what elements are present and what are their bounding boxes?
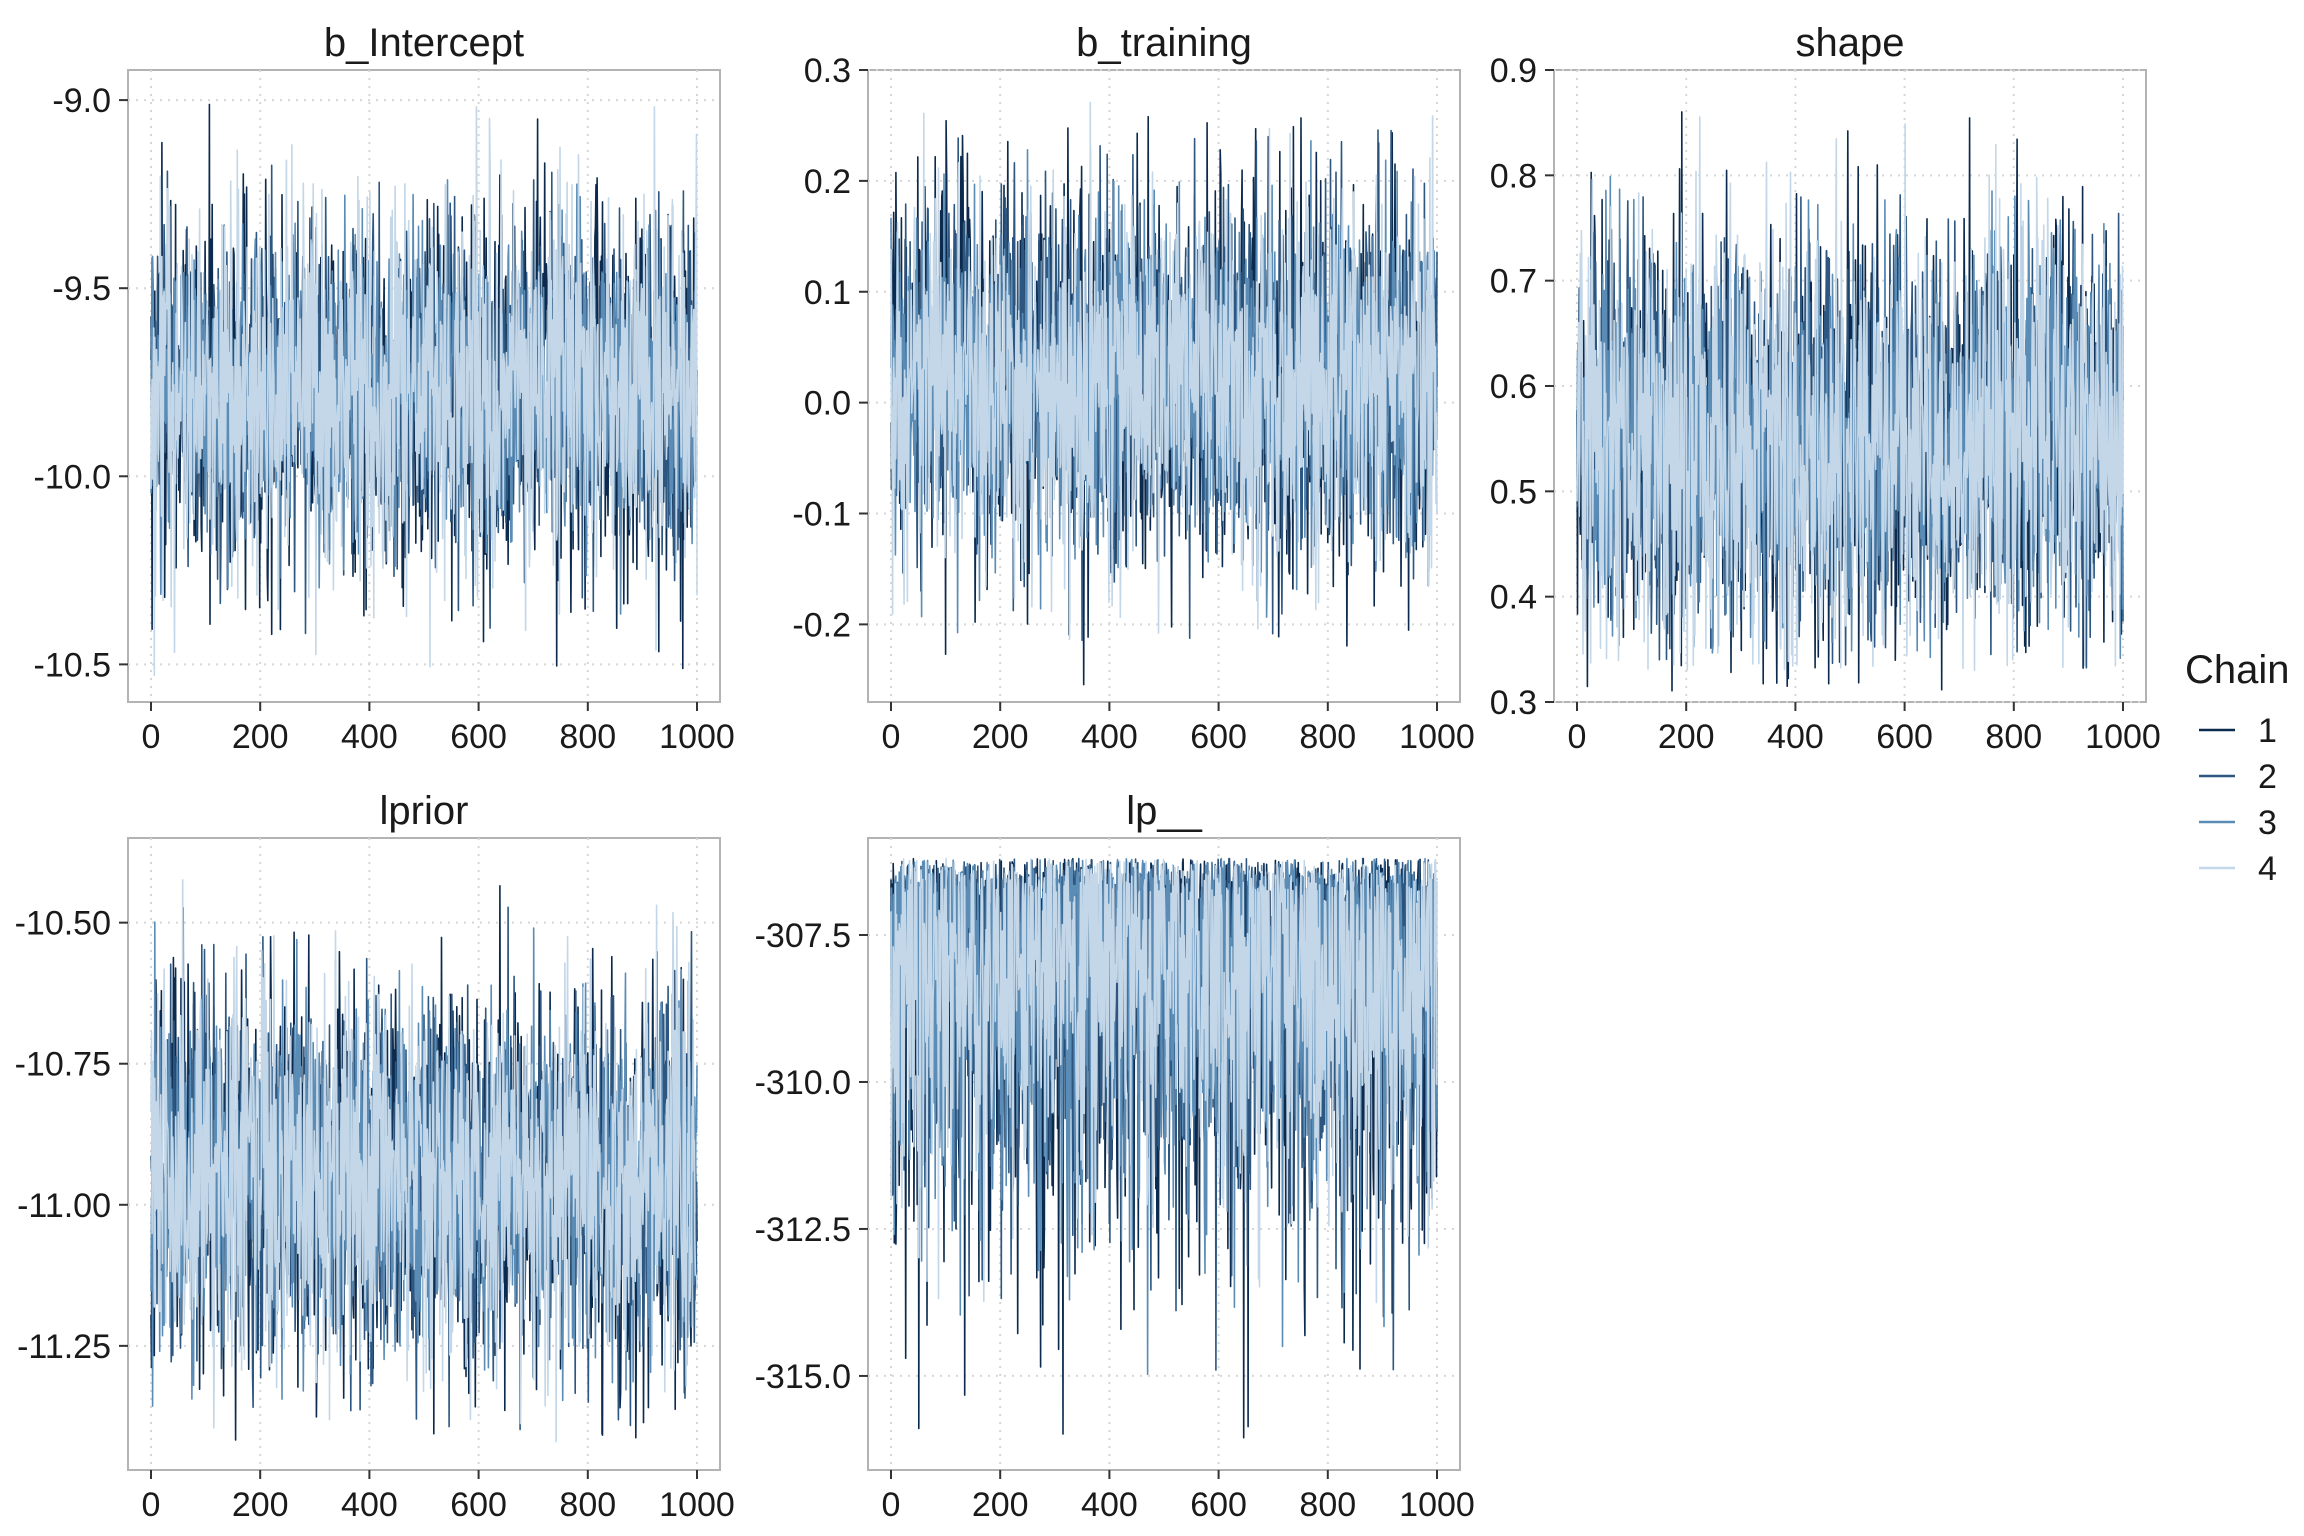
trace-chain-4 (890, 101, 1438, 641)
panel-b-training: b_training 0 200 400 600 800 1000 0.3 0.2 0.1 0.0 -… (792, 21, 1474, 756)
x-tick-label: 200 (232, 718, 289, 756)
x-tick-label: 1000 (1399, 718, 1475, 756)
x-tick-label: 0 (882, 1486, 901, 1524)
x-tick-label: 0 (1568, 718, 1587, 756)
panel-lp--: lp__ 0 200 400 600 800 1000 -307.5 -310.0 -312.5 -… (755, 789, 1475, 1524)
x-tick-label: 400 (1081, 718, 1138, 756)
y-tick-label: -315.0 (755, 1358, 851, 1396)
trace-chain-4 (150, 105, 698, 677)
x-tick-label: 400 (1081, 1486, 1138, 1524)
y-tick-label: 0.0 (804, 385, 851, 423)
x-tick-label: 600 (450, 718, 507, 756)
panel-title: b_Intercept (324, 21, 524, 65)
legend-label: 1 (2258, 712, 2277, 750)
legend-label: 2 (2258, 758, 2277, 796)
legend-items: 1 2 3 4 (2199, 712, 2277, 888)
x-tick-label: 0 (142, 718, 161, 756)
panel-title: b_training (1076, 21, 1252, 65)
legend-item-1: 1 (2199, 712, 2277, 750)
y-tick-label: -11.25 (17, 1328, 111, 1366)
legend-item-3: 3 (2199, 804, 2277, 842)
y-tick-label: 0.9 (1490, 52, 1537, 90)
panel-lprior: lprior 0 200 400 600 800 1000 -10.50 -10.75 -11.0… (15, 789, 735, 1524)
y-tick-label: -10.0 (34, 458, 112, 496)
x-tick-label: 600 (450, 1486, 507, 1524)
y-tick-label: -9.0 (52, 82, 111, 120)
traces (890, 101, 1438, 686)
y-tick-label: 0.3 (1490, 684, 1537, 722)
x-tick-label: 800 (559, 1486, 616, 1524)
x-tick-label: 800 (1299, 718, 1356, 756)
traces (1576, 111, 2124, 692)
x-tick-label: 600 (1876, 718, 1933, 756)
x-tick-label: 600 (1190, 1486, 1247, 1524)
panels-group: b_Intercept 0 200 400 600 800 1000 -9.0 -9.5 -10.… (15, 21, 2161, 1524)
legend-label: 4 (2258, 850, 2277, 888)
x-tick-label: 800 (1985, 718, 2042, 756)
y-tick-label: -9.5 (52, 270, 111, 308)
x-tick-label: 0 (882, 718, 901, 756)
panel-title: shape (1796, 21, 1905, 65)
legend-item-4: 4 (2199, 850, 2277, 888)
legend-title: Chain (2185, 648, 2290, 692)
y-tick-label: -10.50 (15, 905, 111, 943)
y-tick-label: -10.75 (15, 1046, 111, 1084)
x-tick-label: 600 (1190, 718, 1247, 756)
y-tick-label: 0.7 (1490, 263, 1537, 301)
x-tick-label: 800 (1299, 1486, 1356, 1524)
x-tick-label: 400 (341, 718, 398, 756)
y-tick-label: 0.1 (804, 274, 851, 312)
x-tick-label: 200 (1658, 718, 1715, 756)
y-tick-label: -307.5 (755, 917, 851, 955)
trace-chain-4 (1576, 116, 2124, 672)
y-tick-label: -310.0 (755, 1064, 851, 1102)
legend-item-2: 2 (2199, 758, 2277, 796)
x-tick-label: 0 (142, 1486, 161, 1524)
y-tick-label: -10.5 (34, 646, 112, 684)
x-tick-label: 1000 (2085, 718, 2161, 756)
y-tick-label: 0.6 (1490, 368, 1537, 406)
y-tick-label: -11.00 (17, 1187, 111, 1225)
traces (150, 103, 698, 677)
x-tick-label: 1000 (659, 718, 735, 756)
y-tick-label: -0.2 (792, 606, 851, 644)
y-tick-label: 0.5 (1490, 473, 1537, 511)
legend-label: 3 (2258, 804, 2277, 842)
traces (150, 879, 698, 1443)
trace-chain-4 (150, 879, 698, 1443)
x-tick-label: 200 (972, 718, 1029, 756)
y-tick-label: -0.1 (792, 496, 851, 534)
y-tick-label: 0.3 (804, 52, 851, 90)
x-tick-label: 1000 (1399, 1486, 1475, 1524)
x-tick-label: 800 (559, 718, 616, 756)
y-tick-label: -312.5 (755, 1211, 851, 1249)
trace-chain-4 (890, 857, 1438, 1304)
y-tick-label: 0.4 (1490, 579, 1537, 617)
x-tick-label: 200 (972, 1486, 1029, 1524)
x-tick-label: 1000 (659, 1486, 735, 1524)
panel-title: lp__ (1126, 789, 1202, 833)
y-tick-label: 0.2 (804, 163, 851, 201)
panel-title: lprior (380, 789, 469, 833)
chain-legend: Chain 1 2 3 4 (2185, 648, 2290, 888)
panel-b-Intercept: b_Intercept 0 200 400 600 800 1000 -9.0 -9.5 -10.… (34, 21, 735, 756)
panel-shape: shape 0 200 400 600 800 1000 0.9 0.8 0.7 0.6 0.5 0.4… (1490, 21, 2161, 756)
x-tick-label: 400 (341, 1486, 398, 1524)
x-tick-label: 200 (232, 1486, 289, 1524)
y-tick-label: 0.8 (1490, 157, 1537, 195)
x-tick-label: 400 (1767, 718, 1824, 756)
traces (890, 857, 1438, 1439)
